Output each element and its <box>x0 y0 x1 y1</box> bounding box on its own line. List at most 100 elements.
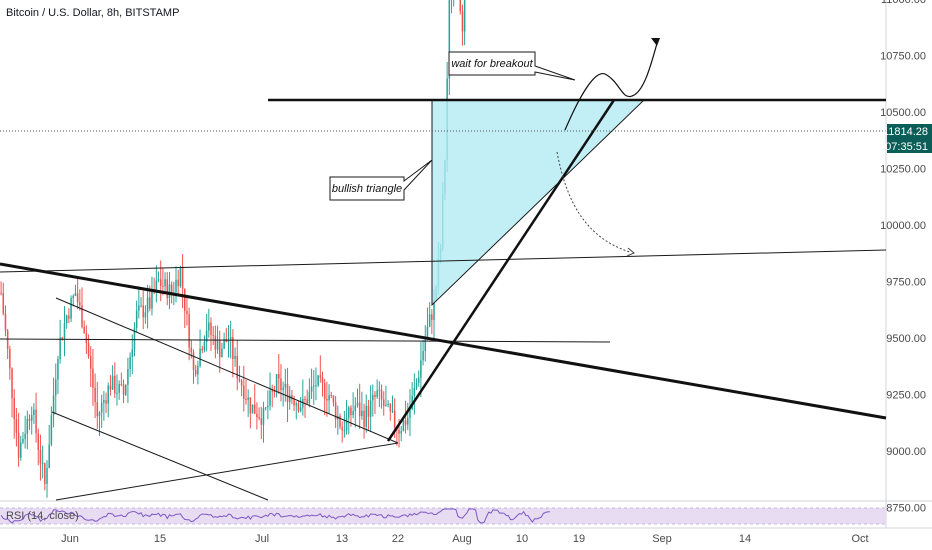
candle-body[interactable] <box>223 339 225 349</box>
candle-body[interactable] <box>164 279 166 287</box>
candle-body[interactable] <box>420 360 422 378</box>
candle-body[interactable] <box>407 417 409 425</box>
candle-body[interactable] <box>183 288 186 311</box>
candle-body[interactable] <box>330 395 333 397</box>
candle-body[interactable] <box>278 374 280 379</box>
candle-body[interactable] <box>243 385 245 399</box>
candle-body[interactable] <box>367 405 370 417</box>
candle-body[interactable] <box>323 383 326 399</box>
candle-body[interactable] <box>247 397 249 400</box>
candle-body[interactable] <box>374 394 376 397</box>
candle-body[interactable] <box>345 417 348 431</box>
candle-body[interactable] <box>208 322 210 331</box>
candle-body[interactable] <box>319 375 322 378</box>
candle-body[interactable] <box>463 0 466 32</box>
candle-body[interactable] <box>120 384 123 386</box>
candle-body[interactable] <box>138 305 140 311</box>
candle-body[interactable] <box>380 389 383 400</box>
candle-body[interactable] <box>162 285 164 287</box>
candle-body[interactable] <box>328 395 330 401</box>
candle-body[interactable] <box>44 463 46 484</box>
candle-body[interactable] <box>65 315 68 324</box>
candle-body[interactable] <box>297 403 300 411</box>
candle-body[interactable] <box>52 395 55 416</box>
candle-body[interactable] <box>245 398 247 400</box>
candle-body[interactable] <box>57 358 59 380</box>
candle-body[interactable] <box>135 310 138 328</box>
candle-body[interactable] <box>372 394 374 401</box>
candle-body[interactable] <box>190 347 193 353</box>
candle-body[interactable] <box>236 355 239 379</box>
candle-body[interactable] <box>262 407 265 425</box>
candle-body[interactable] <box>273 390 276 392</box>
candle-body[interactable] <box>83 326 85 334</box>
candle-body[interactable] <box>354 405 357 412</box>
candle-body[interactable] <box>271 390 273 392</box>
bullish-callout-box[interactable] <box>329 159 433 201</box>
candle-body[interactable] <box>199 348 201 366</box>
candle-body[interactable] <box>205 330 208 343</box>
candle-body[interactable] <box>105 400 107 404</box>
candle-body[interactable] <box>249 397 252 414</box>
candle-body[interactable] <box>109 385 112 390</box>
candle-body[interactable] <box>216 339 219 350</box>
candle-body[interactable] <box>288 395 291 402</box>
candle-body[interactable] <box>315 385 317 387</box>
candle-body[interactable] <box>94 387 96 403</box>
candle-body[interactable] <box>291 395 293 400</box>
candle-body[interactable] <box>269 390 271 406</box>
candle-body[interactable] <box>11 368 13 399</box>
candle-body[interactable] <box>426 326 429 339</box>
candle-body[interactable] <box>30 415 33 421</box>
candle-body[interactable] <box>238 378 241 381</box>
candle-body[interactable] <box>6 330 9 349</box>
candle-body[interactable] <box>341 426 343 431</box>
candle-body[interactable] <box>166 279 169 299</box>
candle-body[interactable] <box>347 407 350 418</box>
candle-body[interactable] <box>275 374 278 392</box>
candle-body[interactable] <box>114 375 116 394</box>
candle-body[interactable] <box>210 322 212 335</box>
candle-body[interactable] <box>0 292 2 294</box>
candle-body[interactable] <box>326 398 328 401</box>
candle-body[interactable] <box>267 405 269 408</box>
candle-body[interactable] <box>393 410 396 428</box>
candle-body[interactable] <box>212 334 214 336</box>
candle-body[interactable] <box>124 384 127 395</box>
candle-body[interactable] <box>402 420 405 431</box>
candle-body[interactable] <box>131 349 134 357</box>
candle-body[interactable] <box>127 369 129 385</box>
time-axis[interactable]: Jun 15 Jul 13 22 Aug 10 19 Sep 14 Oct <box>61 533 868 545</box>
candle-body[interactable] <box>72 295 75 299</box>
candle-body[interactable] <box>179 267 182 287</box>
candle-body[interactable] <box>192 352 195 370</box>
candle-body[interactable] <box>343 430 346 432</box>
candle-body[interactable] <box>70 298 72 319</box>
candle-body[interactable] <box>398 430 400 434</box>
candle-body[interactable] <box>284 383 287 388</box>
candle-body[interactable] <box>334 402 337 420</box>
candle-body[interactable] <box>295 403 298 406</box>
candle-body[interactable] <box>129 356 131 370</box>
candle-body[interactable] <box>260 418 263 425</box>
candle-body[interactable] <box>48 444 50 469</box>
candle-body[interactable] <box>415 382 418 389</box>
candle-body[interactable] <box>310 386 313 392</box>
candle-body[interactable] <box>227 339 230 342</box>
candle-body[interactable] <box>28 418 31 421</box>
candle-body[interactable] <box>304 398 306 400</box>
candle-body[interactable] <box>168 284 171 299</box>
channel-upper-line[interactable] <box>55 297 399 444</box>
candle-body[interactable] <box>151 289 153 309</box>
candle-body[interactable] <box>188 313 190 348</box>
candle-body[interactable] <box>146 297 149 313</box>
candle-body[interactable] <box>96 402 99 417</box>
candle-body[interactable] <box>332 395 335 403</box>
candle-body[interactable] <box>352 411 354 415</box>
candle-body[interactable] <box>35 409 37 434</box>
candle-body[interactable] <box>92 368 94 388</box>
candle-body[interactable] <box>107 385 109 404</box>
candle-body[interactable] <box>79 302 81 306</box>
candle-body[interactable] <box>157 279 160 281</box>
